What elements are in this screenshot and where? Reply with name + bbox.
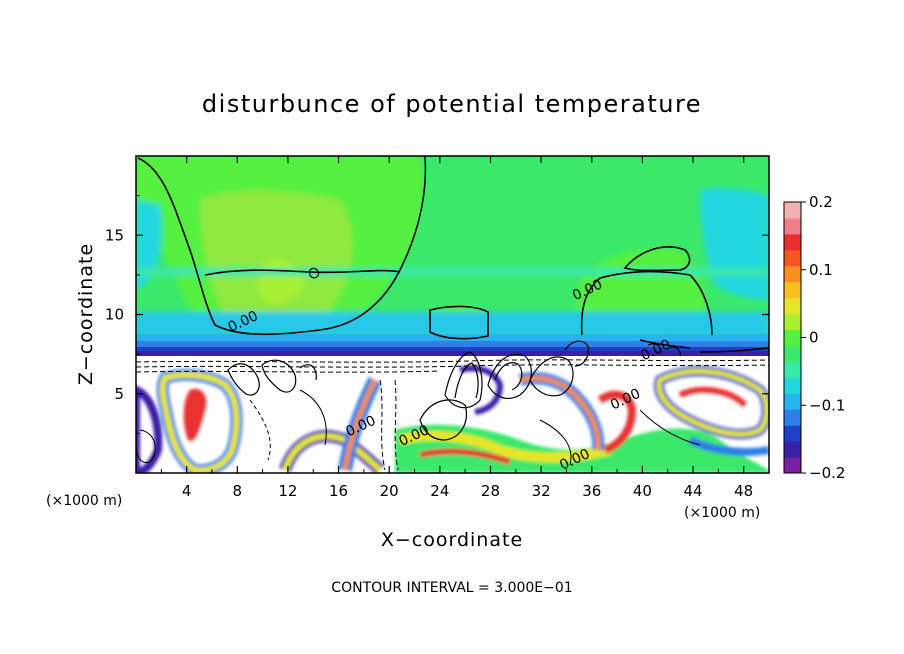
x-tick-label: 20 xyxy=(380,482,399,500)
colorbar-tick-label: −0.2 xyxy=(809,464,845,482)
colorbar-segment xyxy=(784,313,801,331)
x-unit-right: (×1000 m) xyxy=(684,505,760,521)
y-axis-title: Z−coordinate xyxy=(75,243,97,385)
colorbar-segment xyxy=(784,297,801,315)
contour-interval-note: CONTOUR INTERVAL = 3.000E−01 xyxy=(331,580,572,596)
chart-title: disturbunce of potential temperature xyxy=(202,90,702,118)
x-axis-title: X−coordinate xyxy=(381,529,523,551)
colorbar-tick-label: −0.1 xyxy=(809,396,845,414)
x-tick-label: 40 xyxy=(633,482,652,500)
x-unit-left: (×1000 m) xyxy=(46,493,122,509)
y-tick-label: 15 xyxy=(105,226,124,244)
colorbar-segment xyxy=(784,441,801,458)
colorbar-segment xyxy=(784,265,801,283)
x-tick-label: 24 xyxy=(430,482,449,500)
colorbar-segment xyxy=(784,249,801,267)
colorbar-segment xyxy=(784,281,801,299)
colorbar-tick-label: 0.1 xyxy=(809,261,833,279)
colorbar-tick-label: 0.2 xyxy=(809,193,833,211)
x-tick-label: 48 xyxy=(734,482,753,500)
x-tick-label: 36 xyxy=(582,482,601,500)
colorbar-segment xyxy=(784,233,801,251)
colorbar-segment xyxy=(784,345,801,362)
x-tick-label: 16 xyxy=(329,482,348,500)
colorbar-segment xyxy=(784,202,801,219)
heatmap-field xyxy=(136,156,769,473)
colorbar-segment xyxy=(784,217,801,235)
colorbar-ticks: 0.2 0.1 0 −0.1 −0.2 xyxy=(801,193,845,482)
colorbar-segment xyxy=(784,329,801,346)
y-tick-label: 10 xyxy=(105,306,124,324)
x-tick-label: 28 xyxy=(481,482,500,500)
x-tick-label: 12 xyxy=(278,482,297,500)
colorbar-segment xyxy=(784,425,801,442)
colorbar-segment xyxy=(784,393,801,410)
colorbar-segment xyxy=(784,409,801,426)
contour-labels: 0.000.000.00 0.000.000.000.00 xyxy=(226,276,674,473)
colorbar-segment xyxy=(784,377,801,394)
colorbar xyxy=(783,201,802,474)
colorbar-tick-label: 0 xyxy=(809,329,819,347)
y-tick-label: 5 xyxy=(114,385,124,403)
x-tick-label: 4 xyxy=(182,482,192,500)
x-tick-label: 32 xyxy=(532,482,551,500)
colorbar-segment xyxy=(784,361,801,378)
x-axis: 4 8 12 16 20 24 28 32 36 40 44 48 xyxy=(160,156,753,500)
x-tick-label: 44 xyxy=(683,482,702,500)
x-tick-label: 8 xyxy=(233,482,243,500)
y-axis: 5 10 15 xyxy=(105,195,769,434)
colorbar-segment xyxy=(784,457,801,474)
